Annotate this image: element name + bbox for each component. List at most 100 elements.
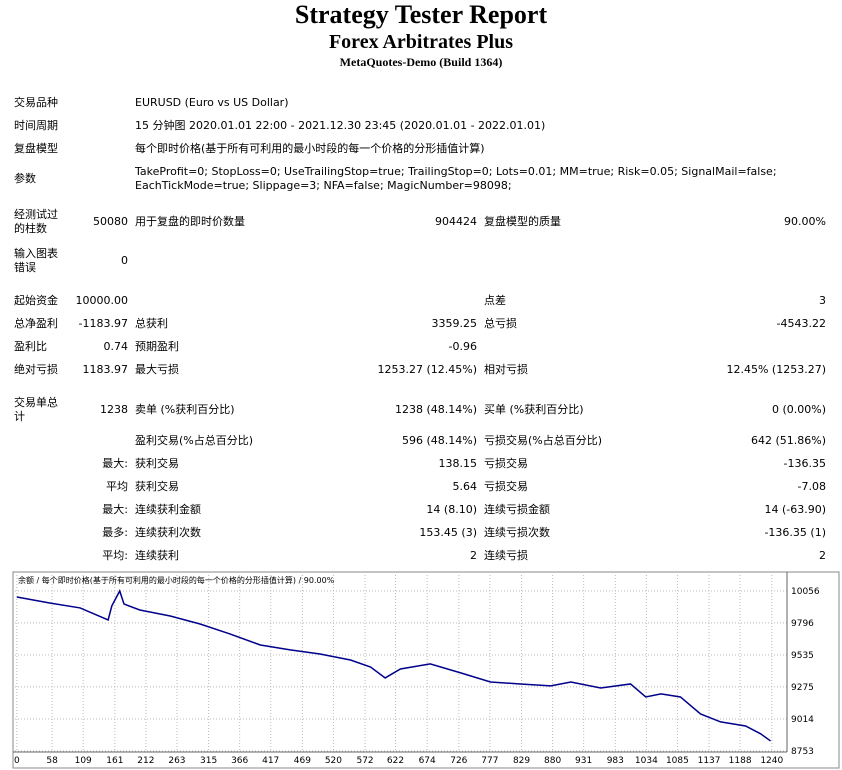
stat-value: 2	[470, 549, 477, 562]
x-tick-label: 366	[231, 756, 248, 766]
stat-label: 盈利交易(%占总百分比)	[135, 434, 254, 447]
x-tick-label: 572	[356, 756, 373, 766]
stat-label: 交易单总计	[14, 396, 58, 423]
stat-value: 2	[819, 549, 826, 562]
chart-frame	[12, 571, 840, 769]
stat-label: 获利交易	[135, 457, 179, 470]
stat-value: 最大:	[102, 503, 128, 516]
stat-label: 获利交易	[135, 480, 179, 493]
stat-label: 绝对亏损	[14, 363, 58, 376]
x-tick-label: 1085	[666, 756, 689, 766]
stat-value: 3359.25	[431, 317, 478, 330]
stat-value: -4543.22	[776, 317, 826, 330]
x-tick-label: 726	[450, 756, 467, 766]
x-tick-label: 315	[200, 756, 217, 766]
stat-label: 最大亏损	[135, 363, 179, 376]
stat-value: 平均:	[102, 549, 128, 562]
stat-value: 最多:	[102, 526, 128, 539]
stat-label: 相对亏损	[484, 363, 528, 376]
stat-value: -1183.97	[78, 317, 128, 330]
stat-label: 连续获利次数	[135, 526, 201, 539]
x-tick-label: 880	[544, 756, 561, 766]
stat-label: 经测试过的柱数	[14, 208, 58, 235]
x-tick-label: 983	[607, 756, 624, 766]
stat-label: 连续获利	[135, 549, 179, 562]
stat-label: 预期盈利	[135, 340, 179, 353]
stat-label: 连续亏损金额	[484, 503, 550, 516]
x-tick-label: 829	[513, 756, 530, 766]
field-label: 参数	[14, 172, 36, 185]
stat-value: 1253.27 (12.45%)	[377, 363, 477, 376]
stat-label: 总亏损	[484, 317, 517, 330]
stat-value: 5.64	[452, 480, 478, 493]
field-label: 交易品种	[14, 96, 58, 109]
stat-value: 14 (8.10)	[426, 503, 477, 516]
y-tick-label: 8753	[791, 747, 814, 757]
balance-line	[16, 589, 771, 742]
x-tick-label: 469	[294, 756, 311, 766]
stat-label: 连续亏损次数	[484, 526, 550, 539]
stat-value: 0.74	[103, 340, 129, 353]
y-tick-label: 10056	[791, 587, 820, 597]
x-tick-label: 1188	[729, 756, 752, 766]
report-build: MetaQuotes-Demo (Build 1364)	[339, 55, 503, 69]
y-tick-label: 9275	[791, 683, 814, 693]
stat-label: 盈利比	[14, 340, 47, 353]
stat-value: 平均	[106, 480, 128, 493]
x-tick-label: 212	[137, 756, 154, 766]
x-tick-label: 777	[481, 756, 498, 766]
field-label: 复盘模型	[14, 142, 58, 155]
x-tick-label: 674	[419, 756, 436, 766]
stat-label: 亏损交易	[484, 457, 528, 470]
stat-value: 最大:	[102, 457, 128, 470]
x-tick-label: 1137	[698, 756, 721, 766]
stat-value: 3	[819, 294, 826, 307]
stat-value: 90.00%	[784, 215, 826, 228]
field-value: 15 分钟图 2020.01.01 22:00 - 2021.12.30 23:…	[135, 119, 546, 132]
x-tick-label: 1034	[635, 756, 658, 766]
stat-value: 1238 (48.14%)	[394, 403, 477, 416]
stat-label: 复盘模型的质量	[484, 215, 561, 228]
x-tick-label: 417	[262, 756, 279, 766]
field-label: 时间周期	[14, 119, 58, 132]
x-tick-label: 520	[325, 756, 342, 766]
stat-label: 亏损交易(%占总百分比)	[484, 434, 603, 447]
x-tick-label: 1240	[760, 756, 783, 766]
stat-label: 总净盈利	[14, 317, 58, 330]
field-value: TakeProfit=0; StopLoss=0; UseTrailingSto…	[135, 165, 777, 178]
stat-value: 1238	[100, 403, 128, 416]
stat-value: -7.08	[797, 480, 826, 493]
report-subtitle: Forex Arbitrates Plus	[328, 31, 514, 53]
stat-value: 642 (51.86%)	[750, 434, 826, 447]
stat-label: 输入图表错误	[14, 247, 58, 274]
stat-label: 连续获利金额	[135, 503, 201, 516]
stat-value: 14 (-63.90)	[764, 503, 826, 516]
stat-value: 10000.00	[75, 294, 129, 307]
stat-value: 153.45 (3)	[419, 526, 477, 539]
y-tick-label: 9014	[791, 715, 814, 725]
x-tick-label: 161	[106, 756, 123, 766]
report-title: Strategy Tester Report	[294, 0, 548, 29]
stat-label: 用于复盘的即时价数量	[135, 215, 245, 228]
x-tick-label: 263	[168, 756, 185, 766]
stat-label: 总获利	[135, 317, 168, 330]
y-tick-label: 9796	[791, 619, 814, 629]
stat-value: 904424	[435, 215, 477, 228]
stat-label: 买单 (%获利百分比)	[484, 403, 584, 416]
stat-value: 138.15	[438, 457, 478, 470]
stat-value: 596 (48.14%)	[401, 434, 477, 447]
stat-value: 0	[121, 254, 128, 267]
stat-value: -136.35 (1)	[764, 526, 826, 539]
stat-value: -136.35	[783, 457, 826, 470]
stat-label: 点差	[484, 294, 506, 307]
field-value: EachTickMode=true; Slippage=3; NFA=false…	[135, 179, 512, 192]
x-tick-label: 109	[75, 756, 92, 766]
y-tick-label: 9535	[791, 651, 814, 661]
chart-title: 余额 / 每个即时价格(基于所有可利用的最小时段的每一个价格的分形插值计算) /…	[18, 575, 335, 585]
stat-label: 起始资金	[14, 294, 58, 307]
stat-value: 0 (0.00%)	[771, 403, 826, 416]
stat-value: -0.96	[448, 340, 477, 353]
x-tick-label: 58	[46, 756, 58, 766]
